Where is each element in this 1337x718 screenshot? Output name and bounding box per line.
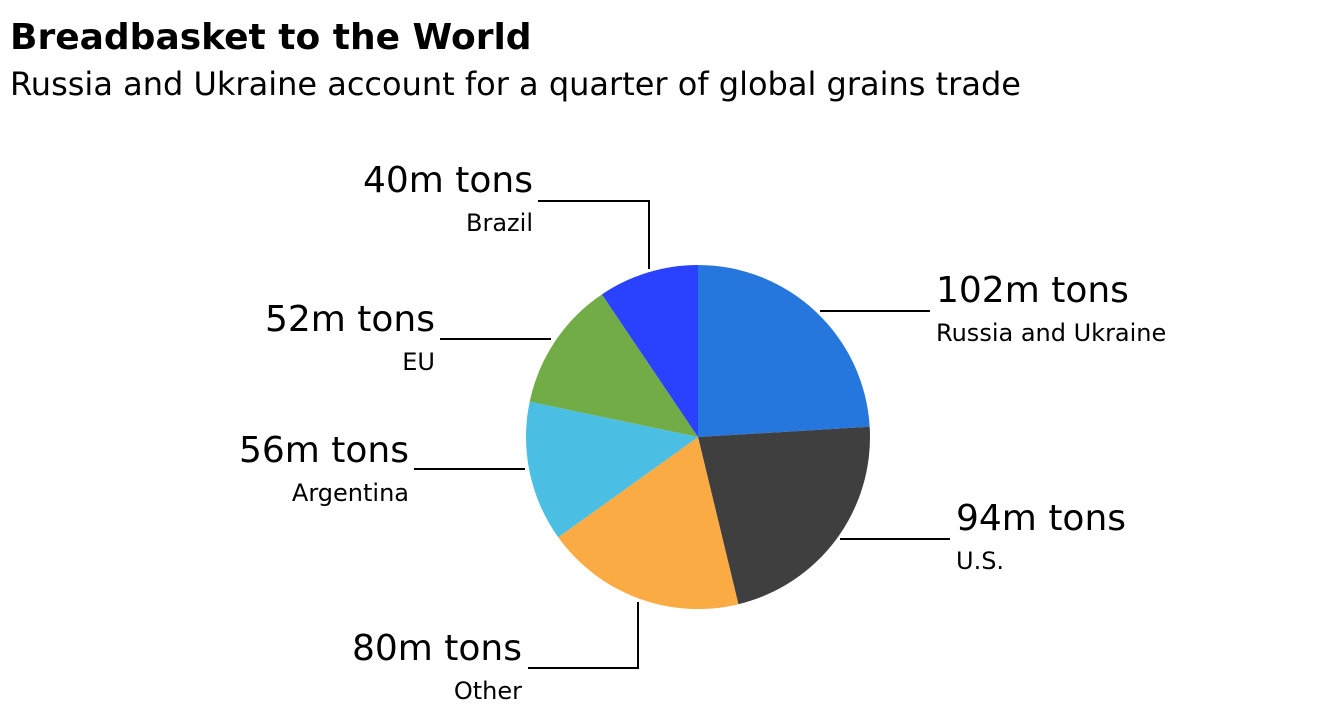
- pie-slice-eu: [529, 294, 698, 437]
- pie-slice-brazil: [601, 265, 698, 437]
- category-label-eu: EU: [402, 348, 435, 376]
- pie-slice-u-s: [698, 426, 871, 605]
- chart-title: Breadbasket to the World: [10, 17, 532, 58]
- category-label-argentina: Argentina: [292, 479, 409, 507]
- value-label-russia-and-ukraine: 102m tons: [936, 270, 1129, 311]
- leader-line-brazil: [538, 200, 650, 269]
- category-label-russia-and-ukraine: Russia and Ukraine: [936, 319, 1166, 347]
- value-label-argentina: 56m tons: [239, 430, 409, 471]
- value-label-u-s: 94m tons: [956, 498, 1126, 539]
- pie-slice-argentina: [526, 401, 698, 538]
- category-label-other: Other: [454, 677, 522, 705]
- value-label-brazil: 40m tons: [363, 160, 533, 201]
- category-label-brazil: Brazil: [466, 209, 533, 237]
- pie-slice-other: [558, 437, 739, 610]
- value-label-eu: 52m tons: [265, 299, 435, 340]
- pie-slice-russia-and-ukraine: [698, 265, 870, 437]
- category-label-u-s: U.S.: [956, 547, 1004, 575]
- value-label-other: 80m tons: [352, 628, 522, 669]
- chart-subtitle: Russia and Ukraine account for a quarter…: [10, 65, 1021, 103]
- leader-line-other: [528, 602, 639, 669]
